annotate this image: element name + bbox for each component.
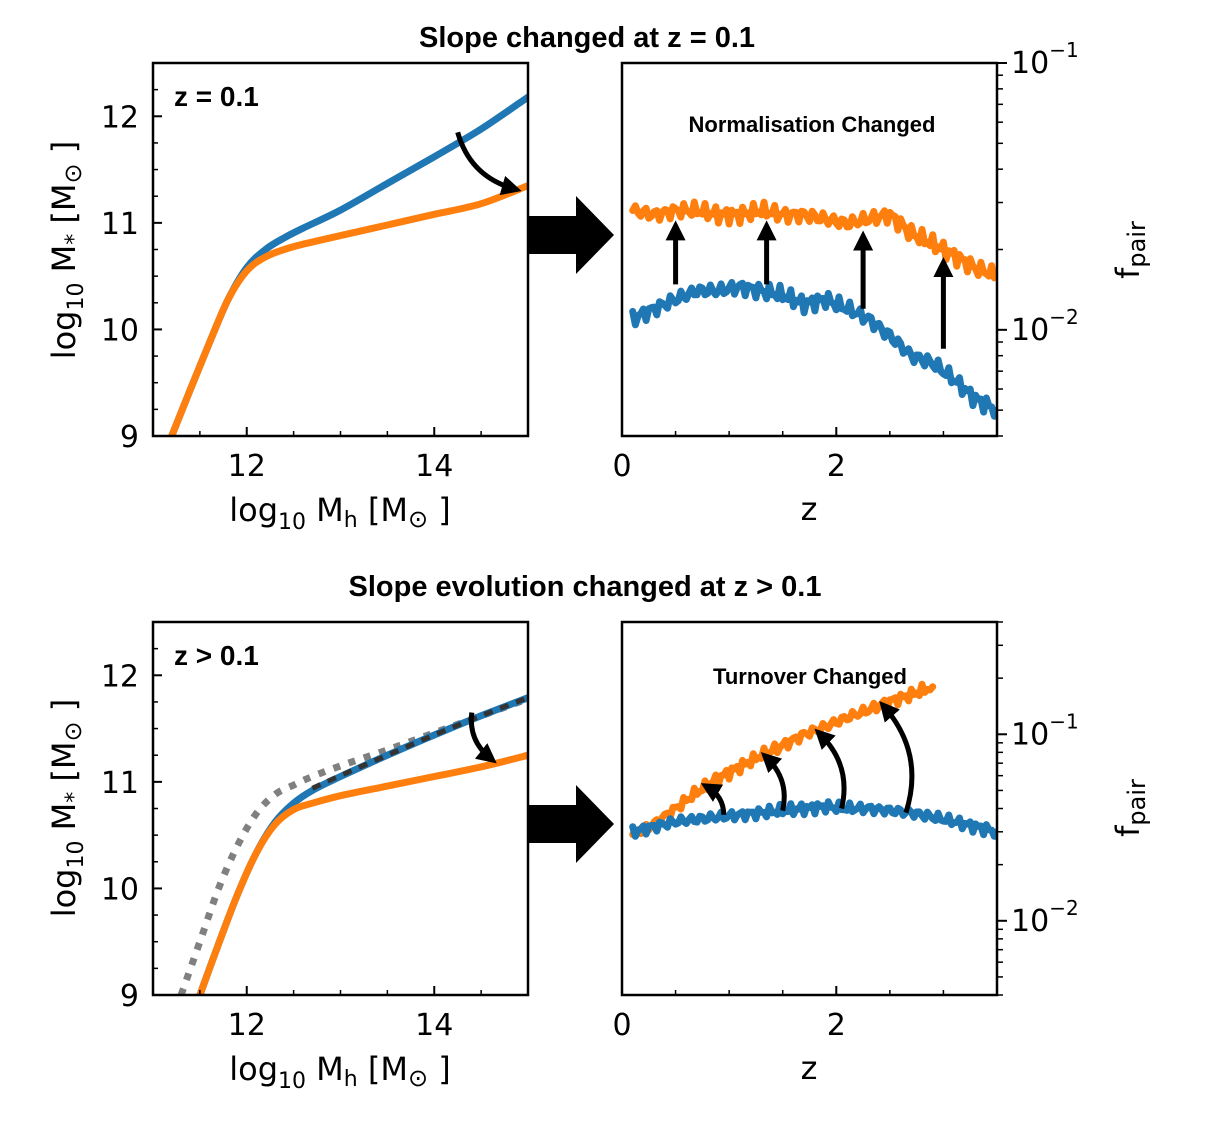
series-line-2 [311, 695, 528, 791]
x-axis-label-mh-row2: log10 Mh [M⊙ ] [229, 1050, 451, 1094]
series-line-1 [168, 182, 528, 436]
y-tick-label: 10−1 [1011, 709, 1079, 752]
y-axis-label-fpair-row1: fpair [1109, 221, 1151, 279]
x-axis-label-z-row1: z [801, 490, 818, 528]
y-tick-label: 11 [101, 207, 139, 242]
x-tick-label: 14 [415, 1008, 453, 1043]
row1-title: Slope changed at z = 0.1 [419, 22, 755, 54]
panel-row2-right: Turnover Changed 0 2 10−2 10−1 [612, 620, 1079, 1043]
y-tick-label: 10 [101, 872, 139, 907]
x-tick-label: 0 [612, 1008, 631, 1043]
y-axis-label-mstar-row2: log10 M* [M⊙ ] [45, 699, 89, 918]
series-line-3 [196, 751, 528, 995]
y-tick-label: 12 [101, 659, 139, 694]
y-axis-label-fpair-row2: fpair [1109, 779, 1151, 837]
panel-row2-left: z > 0.1 12 14 9 10 11 12 [101, 620, 530, 1043]
shift-arrow-0 [455, 131, 522, 196]
shift-arrow-2 [814, 728, 847, 810]
shift-arrow-0 [700, 783, 727, 815]
y-tick-label: 10 [101, 313, 139, 348]
panel-row1-right: Normalisation Changed 0 2 10−2 10−1 [612, 38, 1078, 484]
x-axis-label-z-row2: z [801, 1049, 818, 1087]
panel-row1-left: z = 0.1 12 14 9 10 11 12 [101, 61, 530, 484]
series-line-0 [177, 695, 528, 995]
series-line-1 [629, 279, 997, 420]
shift-arrow-3 [879, 700, 915, 814]
x-tick-label: 14 [415, 449, 453, 484]
series-line-0 [168, 93, 528, 436]
series-line-1 [629, 798, 997, 840]
x-tick-label: 12 [228, 1008, 266, 1043]
panel-annotation: z > 0.1 [174, 640, 259, 671]
panel-annotation: z = 0.1 [174, 81, 259, 112]
y-tick-label: 12 [101, 100, 139, 135]
row2-title: Slope evolution changed at z > 0.1 [349, 571, 822, 603]
y-tick-label: 10−2 [1011, 305, 1079, 348]
x-tick-label: 2 [827, 1008, 846, 1043]
shift-arrow-1 [760, 752, 787, 812]
x-tick-label: 0 [612, 449, 631, 484]
x-tick-label: 12 [228, 449, 266, 484]
y-tick-label: 10−1 [1011, 38, 1079, 81]
x-tick-label: 2 [827, 449, 846, 484]
y-tick-label: 10−2 [1011, 896, 1079, 939]
y-tick-label: 9 [120, 979, 139, 1014]
y-axis-label-mstar-row1: log10 M* [M⊙ ] [45, 141, 89, 360]
x-axis-label-mh-row1: log10 Mh [M⊙ ] [229, 491, 451, 535]
y-tick-label: 9 [120, 420, 139, 455]
series-line-0 [629, 198, 997, 282]
panel-annotation: Normalisation Changed [689, 112, 936, 137]
y-tick-label: 11 [101, 766, 139, 801]
panel-annotation: Turnover Changed [713, 664, 907, 689]
transition-arrow-row1 [528, 196, 614, 274]
transition-arrow-row2 [528, 785, 614, 863]
shift-arrow-0 [468, 712, 497, 764]
